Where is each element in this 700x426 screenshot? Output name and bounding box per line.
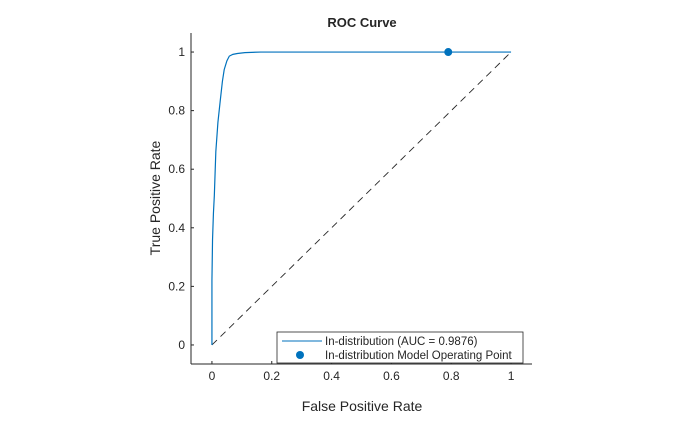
y-tick-label: 0.2	[168, 279, 185, 293]
x-tick-label: 0.4	[323, 369, 340, 383]
operating-point-marker	[444, 48, 453, 57]
legend-label-operating-point: In-distribution Model Operating Point	[325, 350, 512, 362]
legend: In-distribution (AUC = 0.9876) In-distri…	[276, 331, 524, 364]
x-tick-label: 0.6	[383, 369, 400, 383]
x-tick-label: 0.2	[263, 369, 280, 383]
legend-label-curve: In-distribution (AUC = 0.9876)	[325, 336, 478, 348]
y-tick-label: 0.8	[168, 104, 185, 118]
x-tick-label: 0.8	[443, 369, 460, 383]
y-tick-label: 0.6	[168, 162, 185, 176]
legend-marker-swatch	[296, 351, 304, 359]
x-tick-label: 0	[209, 369, 216, 383]
axes: 0 0.2 0.4 0.6 0.8 1 0 0.2 0.4 0.6 0.8 1	[168, 33, 532, 383]
x-tick-label: 1	[508, 369, 515, 383]
y-tick-label: 0	[178, 338, 185, 352]
chart-title: ROC Curve	[327, 15, 396, 30]
plot-area	[211, 48, 512, 346]
roc-curve-line	[211, 51, 512, 345]
y-tick-label: 1	[178, 45, 185, 59]
legend-box	[276, 331, 524, 364]
y-axis-label: True Positive Rate	[147, 140, 163, 255]
x-axis-label: False Positive Rate	[302, 398, 423, 414]
chance-diagonal-line	[211, 51, 512, 346]
y-tick-label: 0.4	[168, 221, 185, 235]
